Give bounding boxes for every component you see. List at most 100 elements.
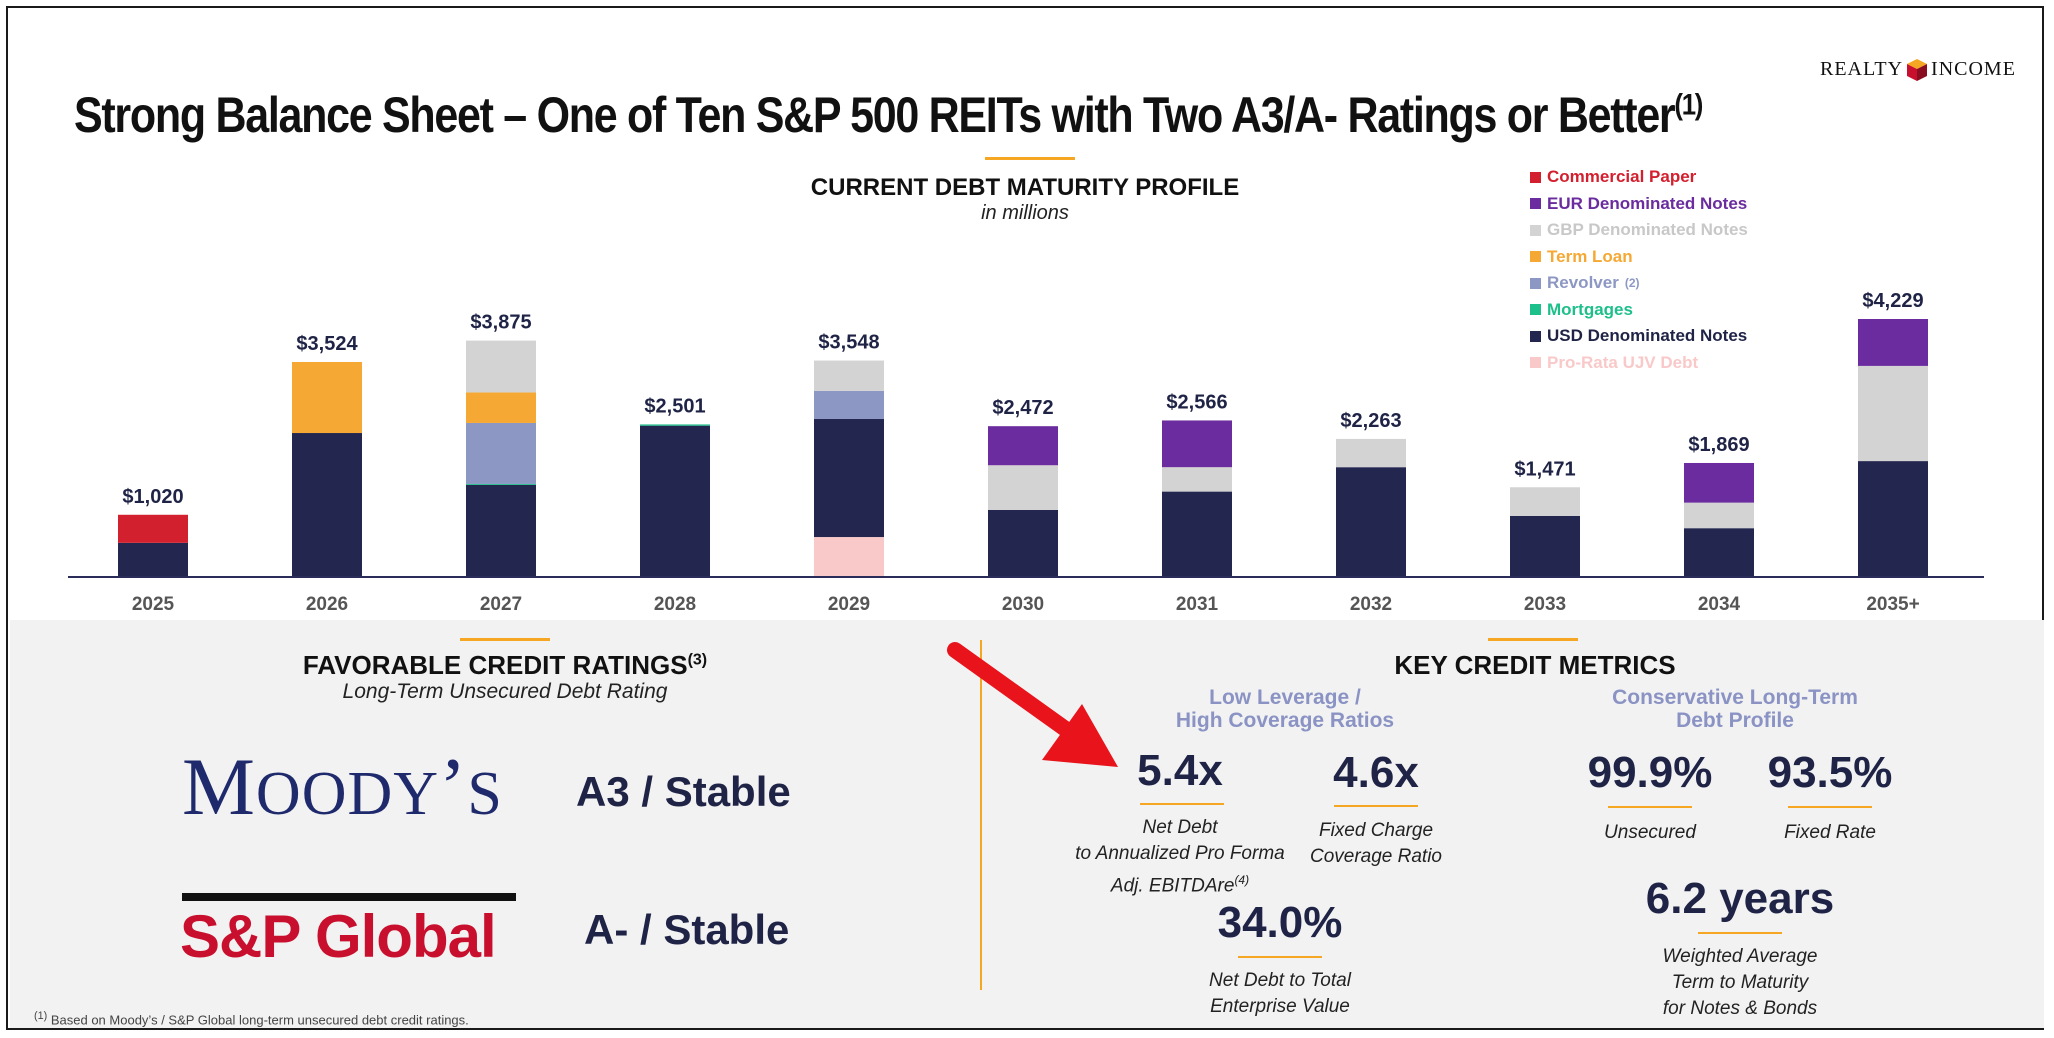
bar-segment [814, 537, 884, 577]
net-debt-ebitda-value: 5.4x [1137, 746, 1223, 795]
net-debt-ev-value: 34.0% [1217, 898, 1343, 947]
page-title: Strong Balance Sheet – One of Ten S&P 50… [74, 86, 1703, 144]
bar-total-label: $1,471 [1514, 458, 1575, 480]
section-divider [980, 640, 982, 990]
bar-segment [814, 390, 884, 419]
bar-segment [640, 425, 710, 577]
debt-profile-heading-line1: Conservative Long-Term [1612, 686, 1858, 709]
bar-total-label: $2,472 [992, 397, 1053, 419]
bar-segment [1510, 515, 1580, 577]
sp-logo-bar [182, 893, 516, 901]
x-tick-label: 2027 [480, 594, 522, 615]
bar-segment [118, 542, 188, 577]
bar-segment [466, 422, 536, 484]
ratings-title-text: FAVORABLE CREDIT RATINGS [302, 650, 688, 680]
fixed-charge-value: 4.6x [1333, 748, 1419, 797]
legend-swatch [1530, 251, 1541, 263]
x-tick-label: 2033 [1524, 594, 1566, 615]
wat-underline [1698, 932, 1782, 934]
moodys-letter-m: M [182, 741, 256, 832]
x-tick-label: 2025 [132, 594, 175, 615]
footnote-marker: (1) [34, 1010, 48, 1022]
legend-item: USD Denominated Notes [1530, 323, 1748, 350]
moodys-logo: MOODY’S [182, 740, 503, 834]
x-tick-label: 2032 [1350, 594, 1392, 615]
legend-swatch [1530, 171, 1541, 183]
bar-segment [988, 426, 1058, 466]
bar-segment [1858, 319, 1928, 366]
legend-label: Pro-Rata UJV Debt [1547, 352, 1699, 372]
bar-segment [292, 433, 362, 577]
bar-segment [988, 509, 1058, 577]
net-debt-ev-label-line1: Net Debt to Total [1209, 970, 1351, 991]
ratings-subtitle: Long-Term Unsecured Debt Rating [342, 680, 668, 703]
bar-segment [1162, 491, 1232, 577]
legend-swatch [1530, 277, 1541, 289]
x-tick-label: 2026 [306, 594, 348, 615]
debt-maturity-chart: $1,020 2025 $3,524 2026 $3,875 2027 $2,501 2028… [68, 290, 1984, 615]
bar-segment [292, 362, 362, 434]
legend-swatch [1530, 330, 1541, 342]
realty-income-logo: REALTY INCOME [1820, 58, 2016, 81]
legend-label: Revolver [1547, 273, 1619, 293]
x-tick-label: 2031 [1176, 594, 1219, 615]
low-leverage-heading-line2: High Coverage Ratios [1175, 709, 1395, 732]
legend-swatch [1530, 198, 1541, 210]
wat-label-line1: Weighted Average [1662, 946, 1818, 967]
bar-segment [1684, 462, 1754, 503]
fixed-charge-label-line1: Fixed Charge [1318, 820, 1434, 841]
net-debt-ebitda-footnote: (4) [1234, 873, 1250, 887]
bar-segment [1336, 438, 1406, 468]
wat-label: Weighted Average Term to Maturity for No… [1610, 944, 1870, 1022]
fixed-charge-label-line2: Coverage Ratio [1309, 846, 1443, 867]
chart-legend: Commercial Paper EUR Denominated Notes GBP… [1530, 164, 1748, 376]
legend-label: USD Denominated Notes [1547, 326, 1748, 346]
cube-icon [1907, 58, 1928, 81]
legend-item: Pro-Rata UJV Debt [1530, 350, 1748, 377]
bar-segment [1684, 528, 1754, 577]
wat-value: 6.2 years [1645, 874, 1835, 923]
footnote: (1) Based on Moody’s / S&P Global long-t… [34, 1010, 469, 1027]
bar-segment [640, 424, 710, 426]
legend-label: Commercial Paper [1547, 167, 1697, 187]
debt-profile-heading-line2: Debt Profile [1676, 709, 1794, 732]
unsecured-label: Unsecured [1604, 822, 1696, 843]
bar-segment [1336, 467, 1406, 577]
metrics-accent [1488, 638, 1578, 641]
bar-segment [466, 483, 536, 485]
debt-profile-heading: Conservative Long-Term Debt Profile [1570, 686, 1900, 732]
x-tick-label: 2034 [1698, 594, 1741, 615]
bar-total-label: $2,263 [1340, 410, 1401, 432]
moodys-letters: OODY [255, 760, 440, 828]
legend-footnote: (2) [1624, 276, 1640, 291]
logo-text-right: INCOME [1931, 58, 2016, 80]
bar-segment [1162, 420, 1232, 468]
net-debt-ebitda-label: Net Debt to Annualized Pro Forma Adj. EB… [1040, 815, 1320, 899]
bar-total-label: $4,229 [1862, 290, 1923, 312]
legend-label: EUR Denominated Notes [1547, 193, 1748, 213]
net-debt-ebitda-label-line3: Adj. EBITDAre [1110, 875, 1235, 897]
bar-total-label: $2,501 [644, 395, 705, 417]
ratings-footnote-marker: (3) [687, 651, 708, 669]
legend-item: EUR Denominated Notes [1530, 191, 1748, 218]
bar-total-label: $1,869 [1688, 434, 1749, 456]
page-title-text: Strong Balance Sheet – One of Ten S&P 50… [74, 87, 1676, 143]
moodys-apostrophe: ’ [439, 741, 468, 832]
legend-item: Mortgages [1530, 297, 1748, 324]
unsecured-underline [1608, 806, 1692, 808]
chart-title-accent [985, 157, 1075, 160]
title-footnote-marker: (1) [1674, 88, 1703, 122]
net-debt-ev-label: Net Debt to Total Enterprise Value [1160, 968, 1400, 1020]
legend-label: GBP Denominated Notes [1547, 220, 1748, 240]
legend-label: Mortgages [1547, 299, 1633, 319]
sp-rating: A- / Stable [584, 906, 790, 953]
unsecured-value: 99.9% [1587, 748, 1713, 797]
fixed-charge-label: Fixed Charge Coverage Ratio [1286, 818, 1466, 870]
moodys-rating: A3 / Stable [576, 768, 791, 815]
net-debt-ebitda-label-line2: to Annualized Pro Forma [1075, 843, 1285, 864]
legend-swatch [1530, 304, 1541, 316]
footnote-text: Based on Moody’s / S&P Global long-term … [50, 1012, 469, 1028]
fixed-charge-underline [1334, 805, 1418, 807]
bar-segment [1510, 487, 1580, 516]
ratings-accent [460, 638, 550, 641]
